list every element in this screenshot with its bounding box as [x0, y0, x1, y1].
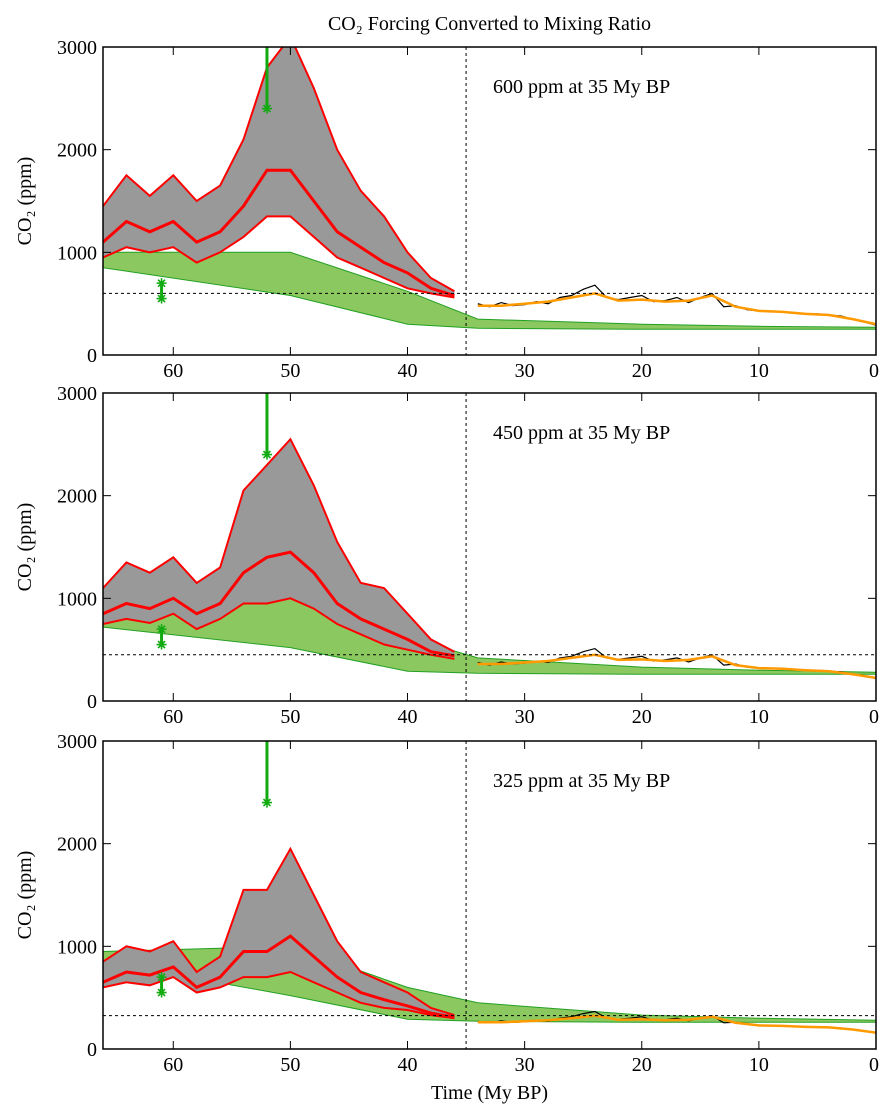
- y-tick-label: 2000: [57, 486, 97, 508]
- y-axis-label: CO₂ (ppm): [14, 851, 36, 940]
- estimate-marker: [261, 449, 272, 460]
- model-median: [103, 550, 455, 658]
- x-tick-label: 30: [515, 360, 535, 382]
- axes-frame: [102, 740, 877, 1050]
- record-line: [477, 284, 876, 326]
- y-tick-label: 2000: [57, 140, 97, 162]
- y-axis-label: CO₂ (ppm): [14, 157, 36, 246]
- smoothed-line: [477, 1014, 876, 1034]
- estimate-marker: [156, 639, 167, 650]
- y-tick-label: 1000: [57, 936, 97, 958]
- y-tick-label: 0: [87, 345, 97, 367]
- model-median: [103, 168, 455, 297]
- x-tick-label: 60: [163, 706, 183, 728]
- x-tick-label: 60: [163, 360, 183, 382]
- x-tick-label: 0: [869, 706, 879, 728]
- y-axis-label: CO₂ (ppm): [14, 503, 36, 592]
- x-tick-label: 30: [515, 1054, 535, 1076]
- x-tick-label: 60: [163, 1054, 183, 1076]
- model-lower: [103, 597, 455, 660]
- y-tick-label: 3000: [57, 383, 97, 405]
- x-axis-label: Time (My BP): [431, 1082, 548, 1104]
- model-area: [103, 848, 455, 1019]
- model-upper: [103, 47, 455, 293]
- model-upper: [103, 437, 455, 653]
- y-tick-label: 0: [87, 691, 97, 713]
- y-tick-label: 3000: [57, 37, 97, 59]
- x-tick-label: 50: [280, 706, 300, 728]
- plot-area: [103, 47, 876, 355]
- x-tick-label: 0: [869, 1054, 879, 1076]
- estimate-marker: [156, 972, 167, 983]
- annotation: 325 ppm at 35 My BP: [493, 770, 670, 792]
- y-tick-label: 1000: [57, 588, 97, 610]
- annotation: 450 ppm at 35 My BP: [493, 422, 670, 444]
- x-tick-label: 50: [280, 360, 300, 382]
- estimate-marker: [261, 797, 272, 808]
- x-tick-label: 20: [632, 1054, 652, 1076]
- x-tick-label: 10: [749, 706, 769, 728]
- smoothed-line: [477, 292, 876, 326]
- x-tick-label: 10: [749, 360, 769, 382]
- x-tick-label: 40: [398, 706, 418, 728]
- estimate-marker: [156, 293, 167, 304]
- x-tick-label: 40: [398, 360, 418, 382]
- x-tick-label: 30: [515, 706, 535, 728]
- x-tick-label: 10: [749, 1054, 769, 1076]
- x-tick-label: 40: [398, 1054, 418, 1076]
- estimate-marker: [156, 278, 167, 289]
- x-tick-label: 20: [632, 360, 652, 382]
- model-lower: [103, 215, 455, 299]
- x-tick-label: 0: [869, 360, 879, 382]
- band-area: [103, 251, 876, 330]
- estimate-marker: [156, 624, 167, 635]
- model-area: [103, 439, 455, 659]
- y-tick-label: 1000: [57, 242, 97, 264]
- y-tick-label: 0: [87, 1039, 97, 1061]
- estimate-marker: [156, 987, 167, 998]
- x-tick-label: 20: [632, 706, 652, 728]
- axes-frame: [102, 46, 877, 356]
- plot-area: [103, 393, 876, 701]
- chart-title: CO₂ Forcing Converted to Mixing Ratio: [328, 13, 651, 35]
- smoothed-line: [477, 653, 876, 680]
- estimate-marker: [261, 103, 272, 114]
- annotation: 600 ppm at 35 My BP: [493, 76, 670, 98]
- y-tick-label: 2000: [57, 834, 97, 856]
- model-median: [103, 934, 455, 1019]
- y-tick-label: 3000: [57, 731, 97, 753]
- model-upper: [103, 846, 455, 1017]
- x-tick-label: 50: [280, 1054, 300, 1076]
- plot-area: [103, 741, 876, 1049]
- axes-frame: [102, 392, 877, 702]
- model-area: [103, 47, 455, 298]
